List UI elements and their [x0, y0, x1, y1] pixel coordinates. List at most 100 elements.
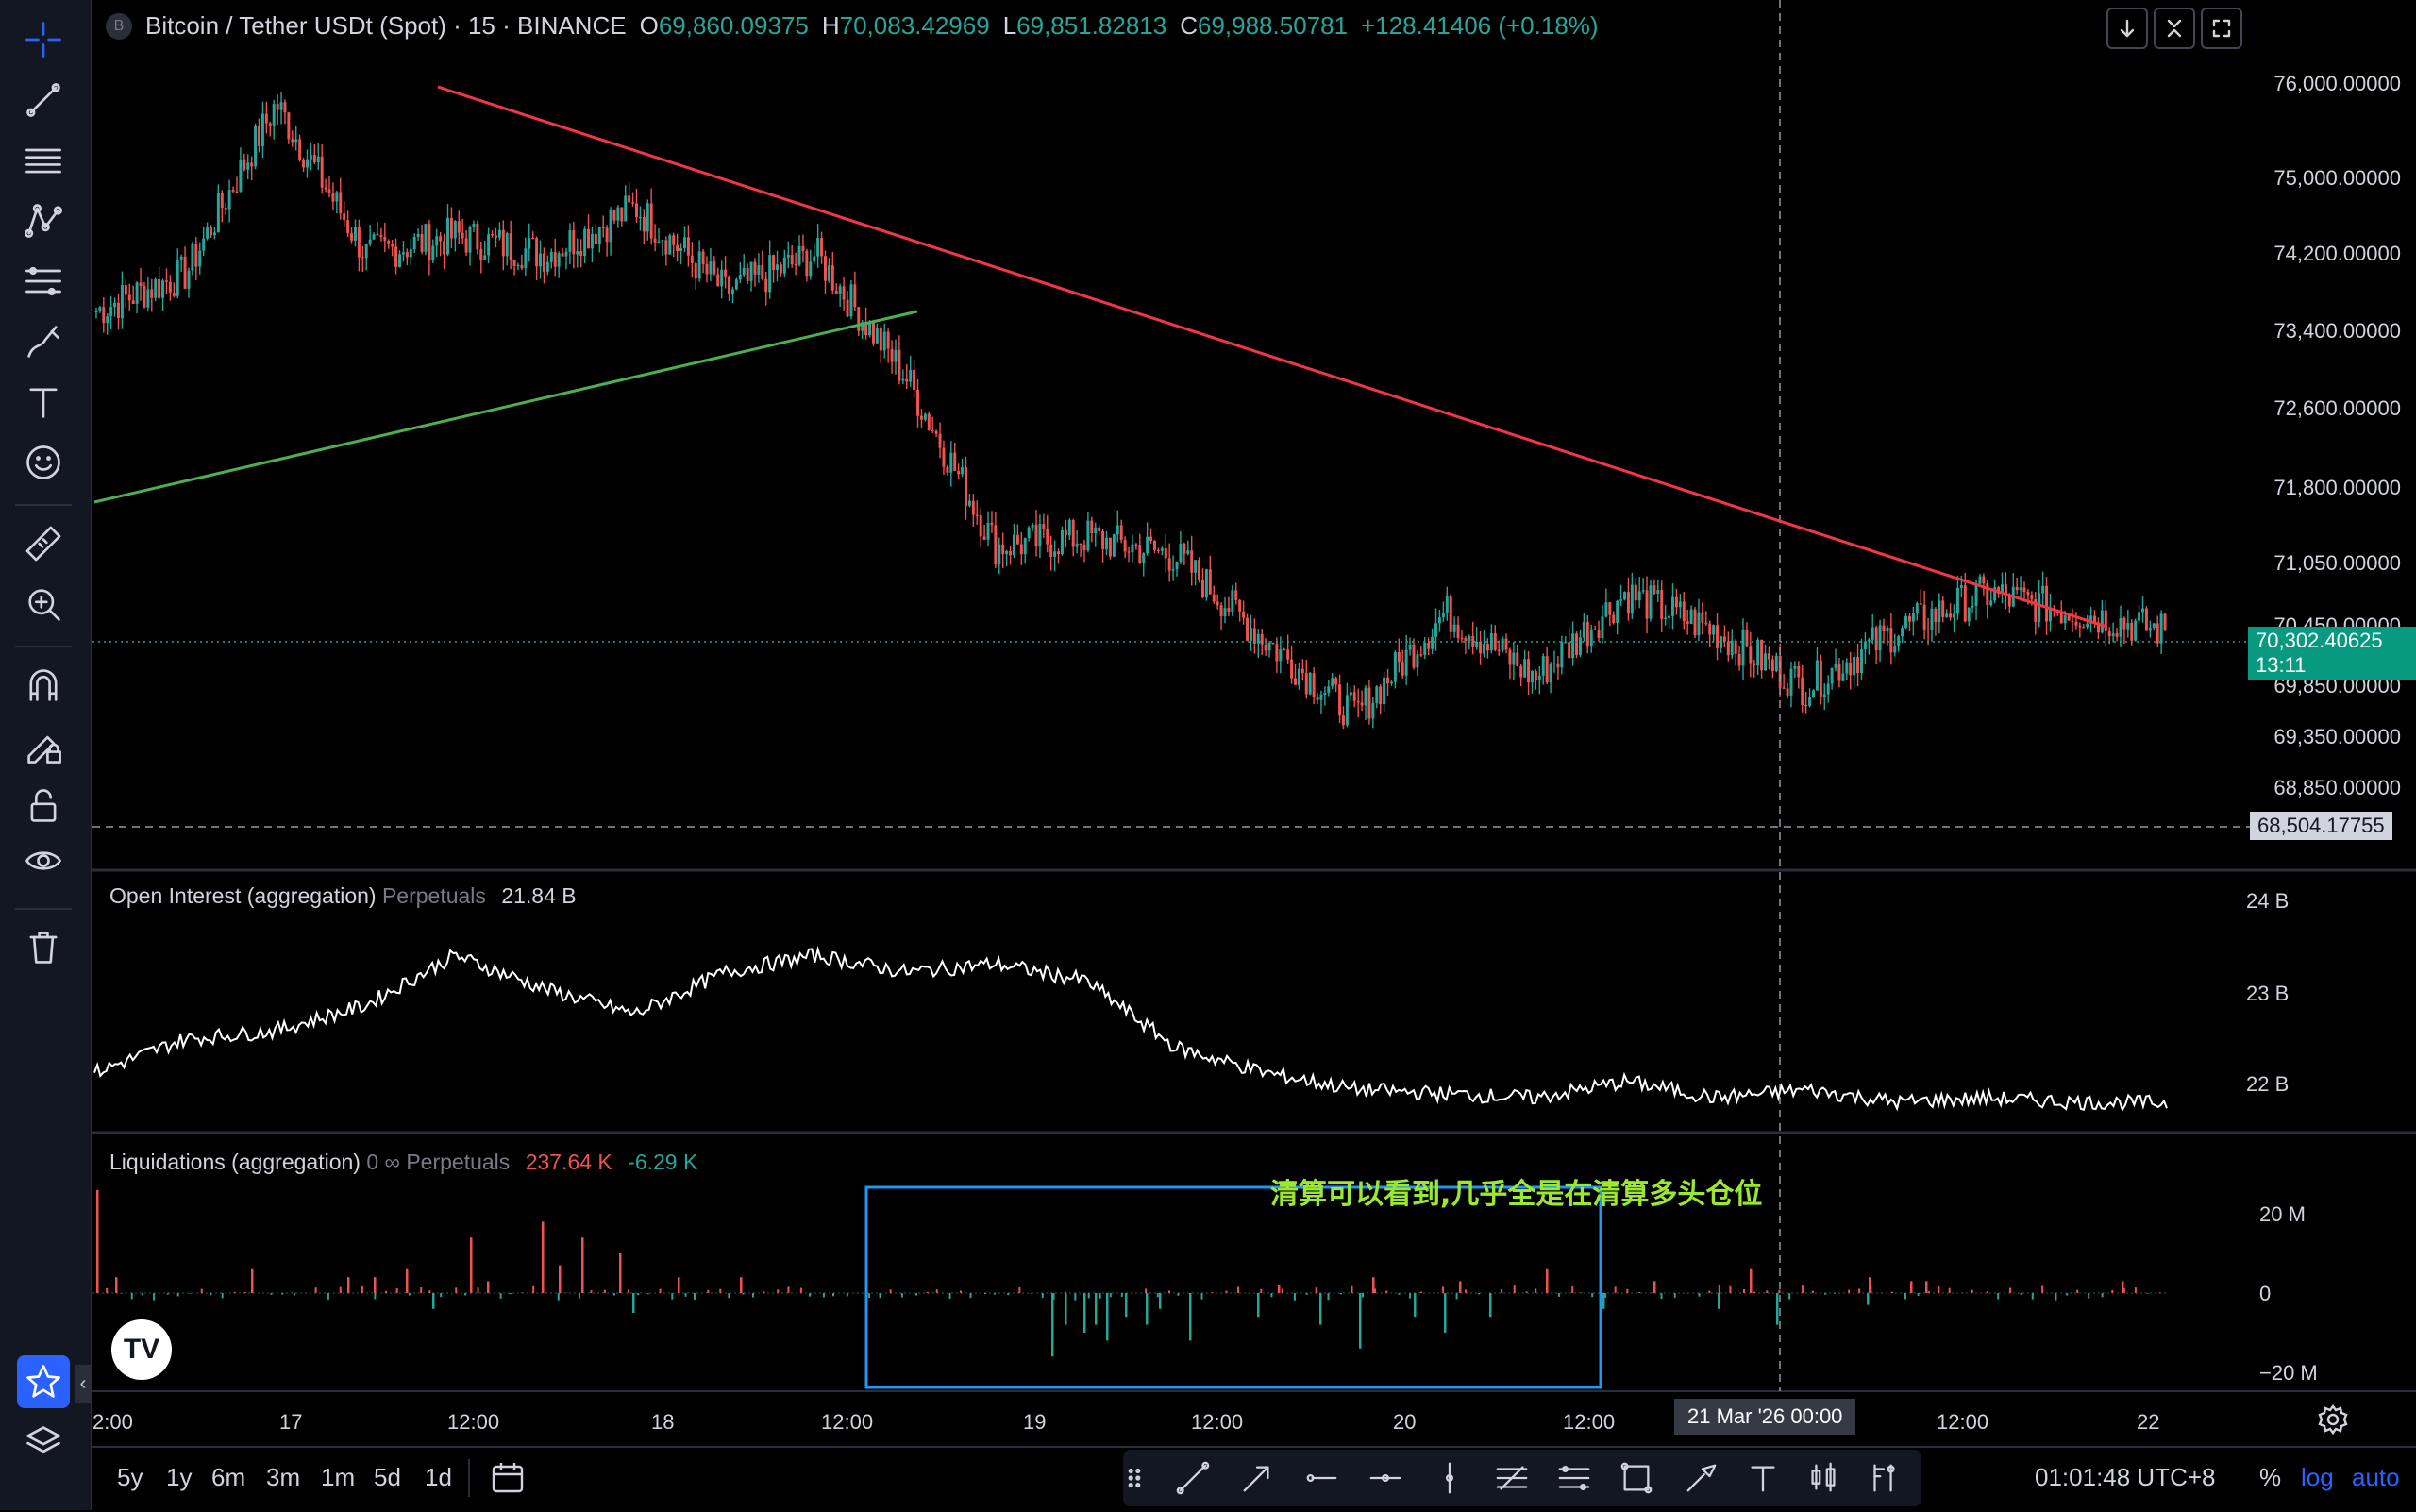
liquidation-bar: [581, 1237, 584, 1293]
log-toggle[interactable]: log: [2301, 1463, 2334, 1492]
magnet-icon[interactable]: [17, 659, 70, 712]
bar-pattern-icon[interactable]: [1863, 1457, 1904, 1499]
change-value: +128.41406 (+0.18%): [1361, 11, 1599, 41]
candle-body: [1020, 545, 1023, 555]
liquidation-bar: [823, 1293, 825, 1297]
liquidation-bar: [2009, 1287, 2011, 1293]
candle-body: [1875, 628, 1878, 651]
liquidation-bar: [1719, 1285, 1720, 1293]
trash-icon[interactable]: [17, 921, 70, 974]
range-1y[interactable]: 1y: [166, 1463, 192, 1492]
clock-timezone[interactable]: 01:01:48 UTC+8: [2035, 1463, 2216, 1492]
candle-body: [1194, 560, 1197, 573]
liquidation-bar: [590, 1290, 592, 1293]
liquidation-annotation[interactable]: 清算可以看到,几乎全是在清算多头仓位: [1270, 1170, 1762, 1212]
maximize-pane-icon[interactable]: [2201, 8, 2242, 49]
candle-body: [443, 242, 445, 255]
candle-body: [117, 303, 120, 318]
candle-body: [1168, 558, 1171, 570]
range-5y[interactable]: 5y: [117, 1463, 143, 1492]
candle-body: [402, 252, 405, 254]
candle-body: [720, 270, 723, 287]
lock-drawing-pencil-icon[interactable]: [17, 719, 70, 772]
brush-icon[interactable]: [1680, 1457, 1721, 1499]
candle-body: [154, 279, 157, 298]
move-pane-down-icon[interactable]: [2106, 8, 2148, 49]
eye-icon[interactable]: [17, 834, 70, 887]
chart-canvas[interactable]: [92, 0, 2416, 1444]
price-tick: 69,350.00000: [2227, 725, 2401, 749]
liquidation-highlight-box: [866, 1187, 1601, 1387]
candle-body: [1968, 607, 1971, 621]
fib-retracement-icon[interactable]: [1491, 1457, 1533, 1499]
range-3m[interactable]: 3m: [266, 1463, 300, 1492]
liquidation-bar: [1146, 1293, 1149, 1325]
candle-body: [1627, 592, 1630, 613]
candle-body: [1716, 625, 1719, 648]
auto-toggle[interactable]: auto: [2352, 1463, 2400, 1492]
price-tick: 71,050.00000: [2227, 551, 2401, 576]
candle-body: [1720, 636, 1722, 647]
zoom-in-icon[interactable]: [17, 578, 70, 630]
vertical-line-icon[interactable]: [1429, 1457, 1470, 1499]
arrow-line-icon[interactable]: [1236, 1457, 1278, 1499]
range-1d[interactable]: 1d: [425, 1463, 452, 1492]
candle-body: [1679, 602, 1682, 608]
rectangle-icon[interactable]: [1616, 1457, 1657, 1499]
projection-tool-icon[interactable]: [17, 255, 70, 308]
collapse-toolbar-chevron-icon[interactable]: ‹: [76, 1365, 91, 1403]
chart-settings-gear-icon[interactable]: [2316, 1403, 2350, 1436]
liquidation-bar: [1278, 1285, 1281, 1293]
candle-body: [1346, 695, 1349, 725]
fib-tool-icon[interactable]: [17, 134, 70, 187]
candle-body: [1053, 551, 1056, 557]
drag-handle-icon[interactable]: [1123, 1457, 1146, 1499]
candle-body: [1149, 537, 1152, 541]
lock-icon[interactable]: [17, 780, 70, 832]
trend-line-icon[interactable]: [1172, 1457, 1214, 1499]
brush-tool-icon[interactable]: [17, 315, 70, 368]
candle-body: [158, 279, 160, 298]
percent-toggle[interactable]: %: [2259, 1463, 2281, 1492]
tradingview-logo[interactable]: TV: [111, 1319, 172, 1380]
liquidation-bar: [1778, 1290, 1780, 1293]
liquidation-bar: [936, 1289, 938, 1293]
candle-body: [743, 268, 746, 275]
candle-body: [1694, 610, 1697, 636]
parallel-channel-icon[interactable]: [1553, 1457, 1595, 1499]
emoji-tool-icon[interactable]: [17, 436, 70, 489]
liquidation-bar: [1652, 1292, 1653, 1293]
collapse-pane-icon[interactable]: [2154, 8, 2195, 49]
pattern-tool-icon[interactable]: [17, 194, 70, 247]
candle-body: [188, 271, 191, 289]
crosshair-tool-icon[interactable]: [17, 13, 70, 66]
text-tool-icon[interactable]: [17, 376, 70, 428]
candle-body: [1319, 695, 1322, 700]
horizontal-ray-icon[interactable]: [1300, 1457, 1342, 1499]
goto-date-calendar-icon[interactable]: [489, 1459, 527, 1497]
candle-body: [1483, 644, 1485, 653]
candle-body: [1579, 637, 1582, 654]
range-5d[interactable]: 5d: [374, 1463, 401, 1492]
range-1m[interactable]: 1m: [321, 1463, 355, 1492]
trend-line-tool-icon[interactable]: [17, 74, 70, 126]
candle-body: [1405, 650, 1408, 676]
range-6m[interactable]: 6m: [211, 1463, 245, 1492]
liquidation-bar: [1018, 1287, 1020, 1293]
ruler-tool-icon[interactable]: [17, 517, 70, 570]
candle-body: [1934, 609, 1937, 622]
symbol-title[interactable]: Bitcoin / Tether USDt (Spot) · 15 · BINA…: [145, 11, 627, 41]
candle-body: [1908, 616, 1911, 622]
candle-body: [764, 279, 767, 293]
long-position-icon[interactable]: [1803, 1457, 1844, 1499]
text-icon[interactable]: [1742, 1457, 1784, 1499]
horizontal-line-icon[interactable]: [1365, 1457, 1406, 1499]
oi-title[interactable]: Open Interest (aggregation): [109, 883, 377, 908]
liquidation-bar: [1971, 1290, 1973, 1293]
liquidation-bar: [1928, 1291, 1930, 1293]
liq-title[interactable]: Liquidations (aggregation): [109, 1150, 361, 1174]
candle-body: [1653, 585, 1655, 594]
layers-icon[interactable]: [17, 1416, 70, 1469]
candle-body: [1090, 521, 1093, 533]
favorites-star-icon[interactable]: [17, 1355, 70, 1408]
